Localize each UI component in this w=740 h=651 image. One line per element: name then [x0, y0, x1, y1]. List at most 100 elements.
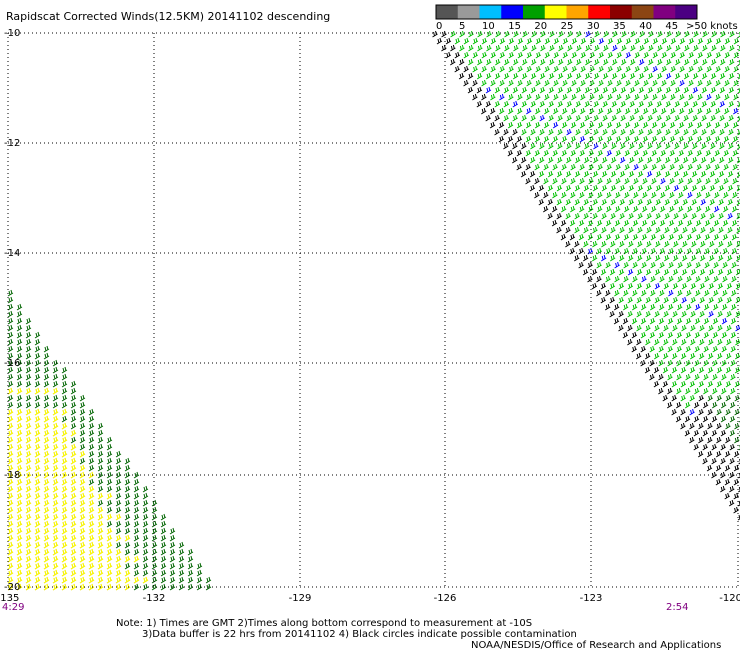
wind-barb [134, 577, 139, 583]
wind-barb [651, 234, 656, 240]
wind-barb [601, 255, 606, 261]
wind-barb [660, 192, 665, 198]
wind-barb [468, 87, 473, 93]
wind-barb [719, 185, 724, 191]
wind-barb [714, 262, 719, 268]
wind-barb [62, 374, 67, 380]
wind-barb [26, 388, 31, 394]
wind-barb [695, 332, 700, 338]
wind-barb [554, 38, 559, 44]
wind-barb [677, 304, 682, 310]
wind-barb [673, 283, 678, 289]
wind-barb [686, 318, 691, 324]
wind-barb [615, 178, 620, 184]
wind-barb [721, 388, 726, 394]
wind-barb [8, 521, 13, 527]
wind-barb [143, 549, 148, 555]
wind-barb [125, 465, 130, 471]
wind-barb [566, 171, 571, 177]
wind-barb [581, 52, 586, 58]
wind-barb [80, 556, 85, 562]
wind-barb [44, 451, 49, 457]
wind-barb [143, 521, 148, 527]
wind-barb [17, 535, 22, 541]
wind-barb [575, 213, 580, 219]
wind-barb [170, 570, 175, 576]
wind-barb [647, 143, 652, 149]
wind-barb [8, 444, 13, 450]
wind-barb [8, 500, 13, 506]
wind-barb [647, 213, 652, 219]
wind-barb [508, 94, 513, 100]
wind-barb [521, 171, 526, 177]
wind-barb [699, 339, 704, 345]
wind-barb [610, 311, 615, 317]
wind-barb [735, 409, 740, 415]
wind-barb [17, 346, 22, 352]
wind-barb [683, 143, 688, 149]
wind-barb [728, 171, 733, 177]
wind-barb [713, 318, 718, 324]
wind-barb [500, 38, 505, 44]
wind-barb [134, 528, 139, 534]
wind-barb [634, 122, 639, 128]
wind-barb [504, 87, 509, 93]
wind-barb [71, 486, 76, 492]
wind-barb [687, 234, 692, 240]
wind-barb [486, 59, 491, 65]
wind-barb [724, 108, 729, 114]
wind-barb [567, 73, 572, 79]
wind-barb [567, 87, 572, 93]
wind-barb [540, 73, 545, 79]
wind-barb [725, 52, 730, 58]
wind-barb [553, 122, 558, 128]
wind-barb [666, 59, 671, 65]
wind-barb [62, 409, 67, 415]
wind-barb [53, 402, 58, 408]
wind-barb [477, 87, 482, 93]
wind-barb [575, 157, 580, 163]
wind-barb [665, 157, 670, 163]
wind-barb [685, 31, 690, 37]
wind-barb [657, 45, 662, 51]
wind-barb [459, 59, 464, 65]
wind-barb [644, 80, 649, 86]
wind-barb [17, 521, 22, 527]
wind-barb [526, 122, 531, 128]
wind-barb [486, 115, 491, 121]
wind-barb [8, 416, 13, 422]
wind-barb [478, 31, 483, 37]
wind-barb [685, 388, 690, 394]
wind-barb [682, 311, 687, 317]
wind-barb [544, 108, 549, 114]
wind-barb [576, 45, 581, 51]
wind-barb [558, 73, 563, 79]
wind-barb [517, 150, 522, 156]
wind-barb [446, 52, 451, 58]
wind-barb [35, 542, 40, 548]
wind-barb [619, 227, 624, 233]
wind-barb [575, 199, 580, 205]
wind-barb [523, 31, 528, 37]
wind-barb [652, 164, 657, 170]
wind-barb [681, 381, 686, 387]
wind-barb [26, 500, 31, 506]
wind-barb [596, 290, 601, 296]
wind-barb [44, 500, 49, 506]
wind-barb [579, 234, 584, 240]
wind-barb [640, 31, 645, 37]
wind-barb [531, 115, 536, 121]
wind-barb [706, 94, 711, 100]
wind-barb [668, 332, 673, 338]
wind-barb [696, 220, 701, 226]
wind-barb [685, 430, 690, 436]
wind-barb [687, 220, 692, 226]
wind-barb [675, 115, 680, 121]
wind-barb [593, 171, 598, 177]
wind-barb [607, 108, 612, 114]
wind-barb [71, 465, 76, 471]
wind-barb [562, 122, 567, 128]
wind-barb [576, 59, 581, 65]
wind-barb [653, 66, 658, 72]
wind-barb [446, 38, 451, 44]
